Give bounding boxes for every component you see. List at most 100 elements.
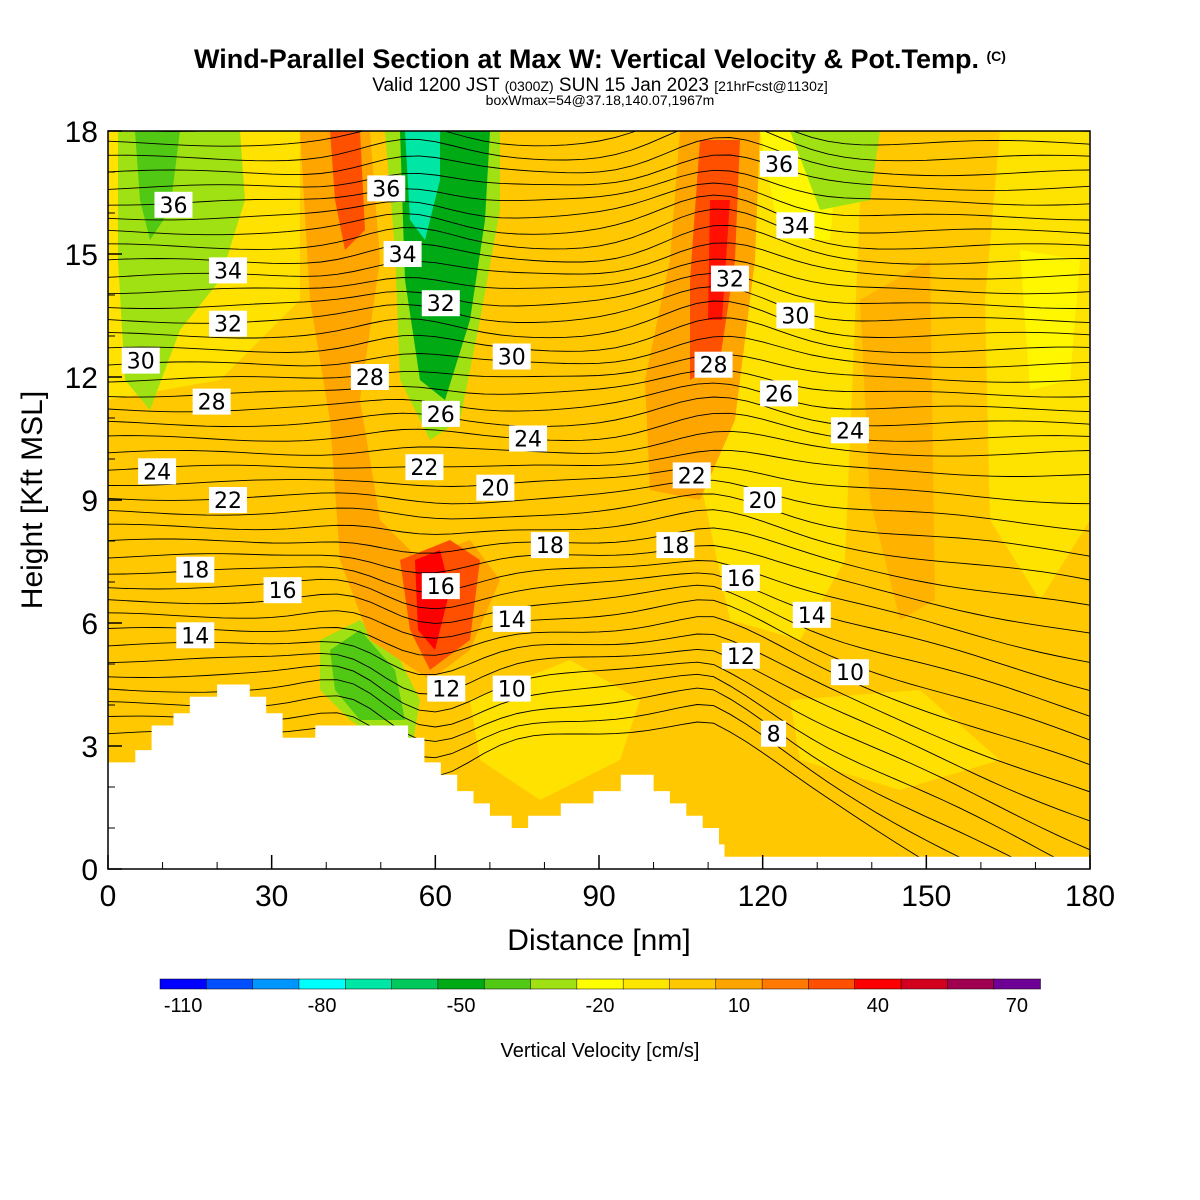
contour-label-text: 36 [372, 177, 400, 202]
contour-label-text: 26 [765, 382, 793, 407]
theta-isoline [108, 449, 1090, 477]
colorbar-swatch [900, 978, 949, 990]
contour-label-box [192, 388, 231, 415]
theta-isoline [108, 317, 1090, 354]
contour-label: 36 [154, 191, 193, 219]
contour-label: 34 [209, 257, 248, 284]
contour-label-box [209, 257, 248, 284]
velocity-region-green-nw-dark [135, 131, 180, 240]
contour-label-box [656, 532, 695, 559]
contour-label: 16 [721, 564, 760, 592]
contour-label-text: 28 [356, 366, 384, 391]
contour-label: 22 [209, 487, 248, 514]
contour-label: 24 [138, 458, 177, 485]
theta-isoline [108, 527, 1090, 606]
contour-label: 30 [121, 347, 160, 375]
contour-label-text: 32 [427, 292, 455, 317]
theta-isoline [108, 194, 1090, 236]
contour-label-box [209, 487, 248, 513]
contour-label-box [350, 364, 389, 390]
colorbar-swatch [808, 978, 856, 990]
contour-label-text: 28 [700, 354, 728, 379]
contour-label-text: 34 [781, 214, 809, 239]
velocity-region-yellow-low-east [790, 690, 1000, 790]
colorbar-swatch [669, 978, 717, 990]
colorbar-swatch [159, 978, 208, 990]
contour-label-box [405, 454, 444, 481]
theta-isoline [108, 182, 1090, 221]
contour-label-text: 16 [427, 575, 455, 600]
terrain-mask [108, 684, 1090, 869]
contour-label: 34 [776, 212, 815, 239]
theta-isoline [108, 258, 1090, 295]
contour-label: 34 [383, 241, 422, 268]
colorbar-swatch [483, 978, 532, 990]
contour-label: 26 [760, 380, 799, 407]
contour-label: 36 [760, 150, 799, 178]
theta-isoline [108, 616, 1090, 766]
x-tick-label: 60 [419, 880, 452, 913]
x-tick-label: 120 [738, 880, 788, 913]
contour-label-text: 30 [781, 305, 809, 330]
colorbar-swatch [715, 978, 763, 990]
velocity-region-yellow-pale-2 [1020, 250, 1080, 390]
theta-isoline [108, 154, 1090, 191]
x-tick-label: 150 [901, 880, 951, 913]
contour-label: 10 [492, 675, 531, 703]
theta-isoline [108, 131, 1090, 162]
contour-label-box [176, 622, 215, 649]
contour-label-text: 30 [498, 346, 526, 371]
theta-isoline [108, 396, 1090, 428]
contour-label: 22 [672, 462, 711, 489]
contour-label-text: 12 [432, 678, 460, 703]
contour-label-text: 36 [159, 194, 187, 219]
colorbar-swatch [761, 978, 810, 990]
velocity-region-green-ne [790, 131, 880, 210]
contour-label-text: 24 [514, 428, 542, 453]
contour-label-text: 18 [536, 534, 564, 559]
contour-label-text: 16 [727, 567, 755, 592]
y-tick-label: 6 [81, 608, 98, 641]
contour-label-text: 32 [214, 313, 242, 338]
contour-label-text: 18 [181, 559, 209, 584]
contour-label-text: 20 [481, 477, 509, 502]
velocity-fill-layer [108, 131, 1090, 800]
contour-label-box [421, 400, 460, 427]
velocity-region-red-west [330, 131, 365, 250]
contour-label-box [209, 310, 248, 337]
y-tick-label: 9 [81, 485, 98, 518]
contour-label-text: 24 [836, 419, 864, 444]
contour-label-box [760, 150, 799, 177]
contour-label-box [672, 462, 711, 489]
theta-isoline [108, 131, 1090, 147]
contour-label-box [367, 175, 406, 202]
contour-label-box [694, 351, 733, 378]
theta-isoline [108, 509, 1090, 581]
contour-label-box [154, 191, 193, 218]
colorbar-tick-label: 10 [728, 995, 750, 1017]
valid-date: SUN 15 Jan 2023 [558, 75, 709, 96]
colorbar-swatch [622, 978, 671, 990]
colorbar-swatch [854, 978, 902, 990]
contour-label: 32 [421, 290, 460, 317]
theta-isoline [108, 560, 1090, 663]
contour-label: 12 [427, 675, 466, 703]
contour-label: 26 [421, 400, 460, 428]
colorbar-swatch [298, 978, 347, 990]
contour-label-box [121, 347, 160, 374]
contour-label-box [509, 425, 548, 452]
theta-isoline [108, 300, 1090, 339]
theta-isoline [108, 465, 1090, 505]
contour-label-box [176, 556, 215, 583]
contour-label-box [383, 241, 422, 267]
colorbar-tick-label: -80 [308, 995, 337, 1017]
theta-isoline [108, 545, 1090, 634]
contour-label: 18 [176, 556, 215, 584]
valid-prefix: Valid 1200 JST [372, 75, 500, 96]
colorbar: -110 -80 -50 -20 10 40 70 [159, 978, 1041, 1017]
contour-label: 18 [530, 532, 569, 559]
theta-isoline [108, 335, 1090, 369]
y-axis-label: Height [Kft MSL] [16, 391, 49, 609]
